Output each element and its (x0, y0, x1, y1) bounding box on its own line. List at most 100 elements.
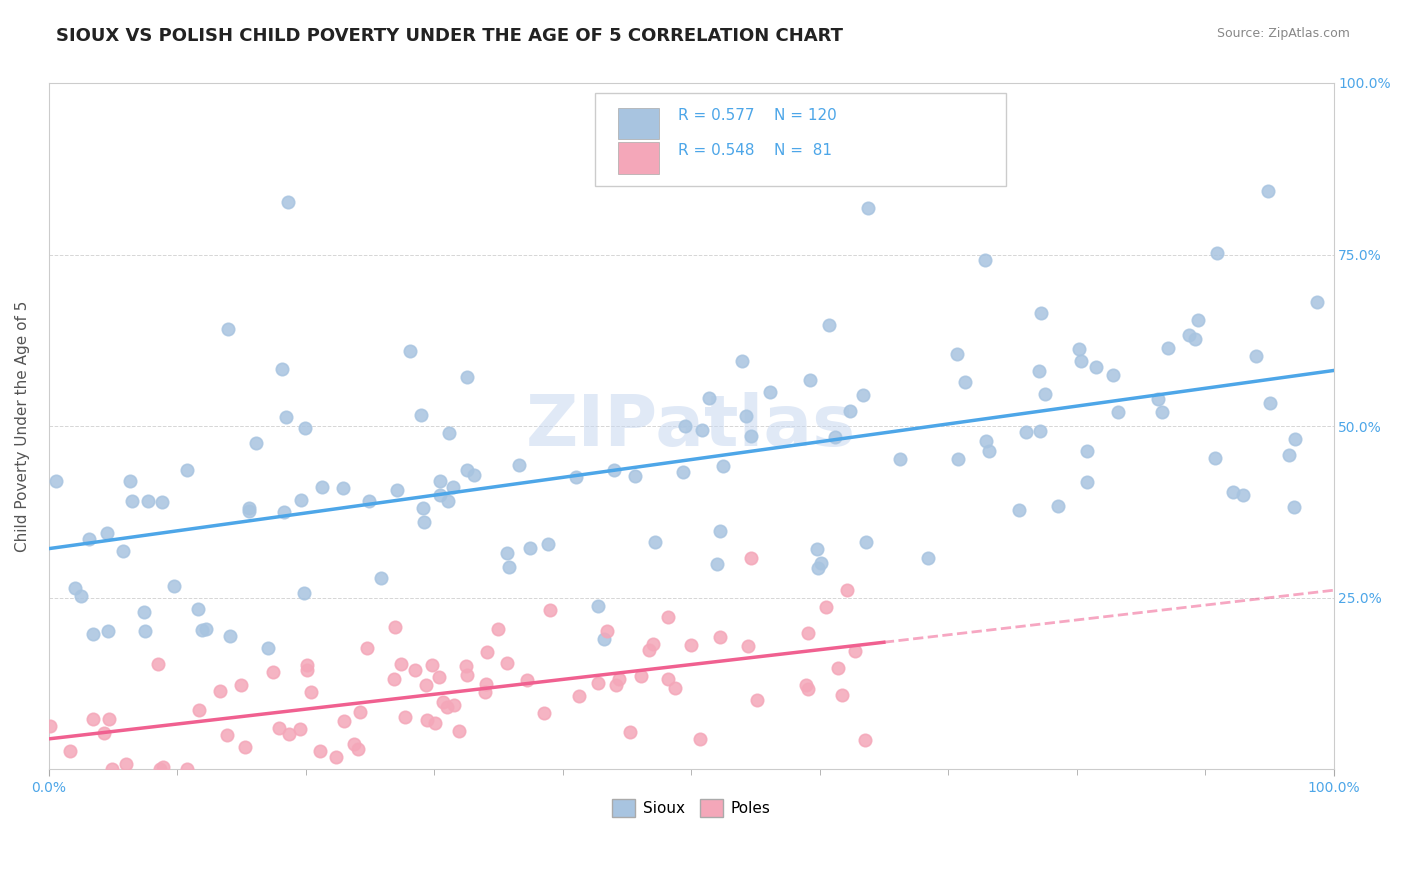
Point (271, 361, 294, 376)
Point (82, 712, 104, 726)
Point (1028, 425, 1050, 439)
Point (474, 685, 496, 699)
Point (498, 560, 520, 574)
Point (425, 715, 447, 730)
Point (679, 639, 702, 653)
Point (208, 683, 231, 698)
Point (641, 637, 664, 651)
Point (1244, 349, 1267, 363)
Point (794, 678, 817, 692)
Point (1284, 500, 1306, 514)
Point (835, 583, 858, 598)
Point (1085, 360, 1108, 375)
Point (537, 536, 560, 550)
Point (77, 532, 100, 546)
Point (356, 640, 378, 655)
Point (394, 710, 416, 724)
Point (711, 458, 734, 473)
Point (1107, 405, 1129, 419)
Point (58, 744, 80, 758)
Point (797, 626, 820, 640)
Point (1177, 328, 1199, 343)
Point (737, 640, 759, 654)
Point (709, 630, 731, 644)
Point (70, 589, 93, 603)
Point (673, 418, 696, 433)
Point (1206, 246, 1229, 260)
Point (456, 369, 478, 384)
Point (357, 494, 380, 508)
Point (638, 643, 661, 657)
Point (488, 623, 510, 637)
Point (1033, 387, 1056, 401)
Point (706, 557, 728, 571)
Point (475, 676, 498, 690)
Point (1028, 364, 1050, 378)
Point (215, 728, 238, 742)
Point (273, 505, 295, 519)
Point (188, 703, 211, 717)
Point (827, 661, 849, 675)
Point (295, 658, 318, 673)
Point (120, 475, 142, 489)
Point (463, 467, 485, 482)
Point (592, 632, 614, 647)
Point (519, 541, 541, 556)
Point (851, 387, 873, 401)
Point (953, 375, 976, 389)
Point (415, 678, 437, 692)
Point (1284, 432, 1306, 446)
Point (1076, 444, 1098, 458)
Point (391, 657, 413, 672)
Point (565, 470, 588, 484)
Point (831, 689, 853, 703)
Point (699, 392, 721, 406)
Point (288, 723, 311, 737)
Point (325, 750, 347, 764)
Point (409, 408, 432, 422)
Point (447, 724, 470, 739)
Point (443, 698, 465, 712)
Point (233, 740, 256, 755)
Point (112, 544, 135, 558)
Point (740, 551, 762, 566)
Point (238, 503, 260, 517)
Point (672, 465, 695, 479)
Point (82, 627, 104, 641)
Point (974, 434, 997, 449)
Point (176, 762, 198, 776)
Point (245, 435, 267, 450)
Point (538, 603, 561, 617)
FancyBboxPatch shape (617, 108, 659, 139)
Point (152, 495, 174, 509)
Point (152, 760, 174, 774)
Point (45, 475, 67, 489)
Point (97, 624, 120, 638)
Point (277, 195, 299, 210)
Point (731, 354, 754, 368)
Point (382, 672, 405, 686)
Point (96, 526, 118, 541)
Point (456, 659, 478, 673)
Point (114, 757, 136, 772)
Point (149, 762, 172, 776)
Point (946, 347, 969, 361)
Point (1204, 450, 1226, 465)
Point (810, 557, 832, 571)
Point (39, 719, 62, 733)
Point (256, 640, 278, 655)
Point (1257, 184, 1279, 198)
Point (1046, 499, 1069, 513)
Point (856, 202, 879, 216)
Point (349, 706, 371, 720)
Point (93, 726, 115, 740)
Point (412, 500, 434, 515)
Point (917, 551, 939, 566)
Point (238, 500, 260, 515)
Point (630, 669, 652, 683)
Point (134, 624, 156, 638)
Point (292, 586, 315, 600)
Point (644, 535, 666, 549)
Point (855, 732, 877, 747)
Point (191, 623, 214, 637)
